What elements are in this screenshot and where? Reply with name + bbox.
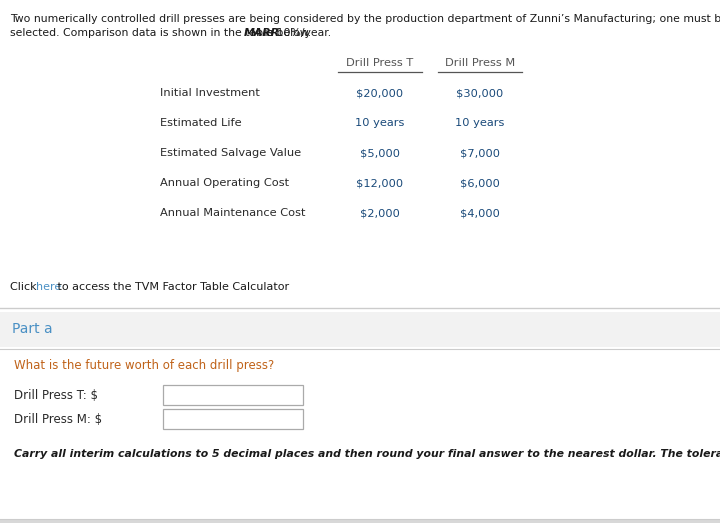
Text: Drill Press T: Drill Press T	[346, 58, 413, 68]
Text: Two numerically controlled drill presses are being considered by the production : Two numerically controlled drill presses…	[10, 14, 720, 24]
Text: Part a: Part a	[12, 322, 53, 336]
FancyBboxPatch shape	[0, 0, 720, 308]
Text: $20,000: $20,000	[356, 88, 404, 98]
Text: What is the future worth of each drill press?: What is the future worth of each drill p…	[14, 359, 274, 372]
Text: Drill Press M: $: Drill Press M: $	[14, 413, 102, 426]
Text: Estimated Salvage Value: Estimated Salvage Value	[160, 148, 301, 158]
FancyBboxPatch shape	[163, 409, 303, 429]
Text: $6,000: $6,000	[460, 178, 500, 188]
Text: here: here	[37, 282, 62, 292]
FancyBboxPatch shape	[163, 385, 303, 405]
Text: selected. Comparison data is shown in the table below.: selected. Comparison data is shown in th…	[10, 28, 315, 38]
Text: Drill Press M: Drill Press M	[445, 58, 515, 68]
Text: $5,000: $5,000	[360, 148, 400, 158]
Text: MARR: MARR	[244, 28, 280, 38]
Text: Carry all interim calculations to 5 decimal places and then round your final ans: Carry all interim calculations to 5 deci…	[14, 449, 720, 459]
Text: Estimated Life: Estimated Life	[160, 118, 242, 128]
Text: Annual Operating Cost: Annual Operating Cost	[160, 178, 289, 188]
Text: $4,000: $4,000	[460, 208, 500, 218]
Text: Initial Investment: Initial Investment	[160, 88, 260, 98]
Text: 10 years: 10 years	[355, 118, 405, 128]
Text: $12,000: $12,000	[356, 178, 404, 188]
Text: Click: Click	[10, 282, 40, 292]
FancyBboxPatch shape	[0, 349, 720, 523]
Text: $30,000: $30,000	[456, 88, 503, 98]
Text: $7,000: $7,000	[460, 148, 500, 158]
FancyBboxPatch shape	[0, 312, 720, 347]
FancyBboxPatch shape	[0, 519, 720, 523]
Text: 10 years: 10 years	[455, 118, 505, 128]
Text: Annual Maintenance Cost: Annual Maintenance Cost	[160, 208, 305, 218]
Text: $2,000: $2,000	[360, 208, 400, 218]
Text: Drill Press T: $: Drill Press T: $	[14, 389, 98, 402]
Text: is 10%/year.: is 10%/year.	[261, 28, 331, 38]
Text: to access the TVM Factor Table Calculator: to access the TVM Factor Table Calculato…	[54, 282, 289, 292]
